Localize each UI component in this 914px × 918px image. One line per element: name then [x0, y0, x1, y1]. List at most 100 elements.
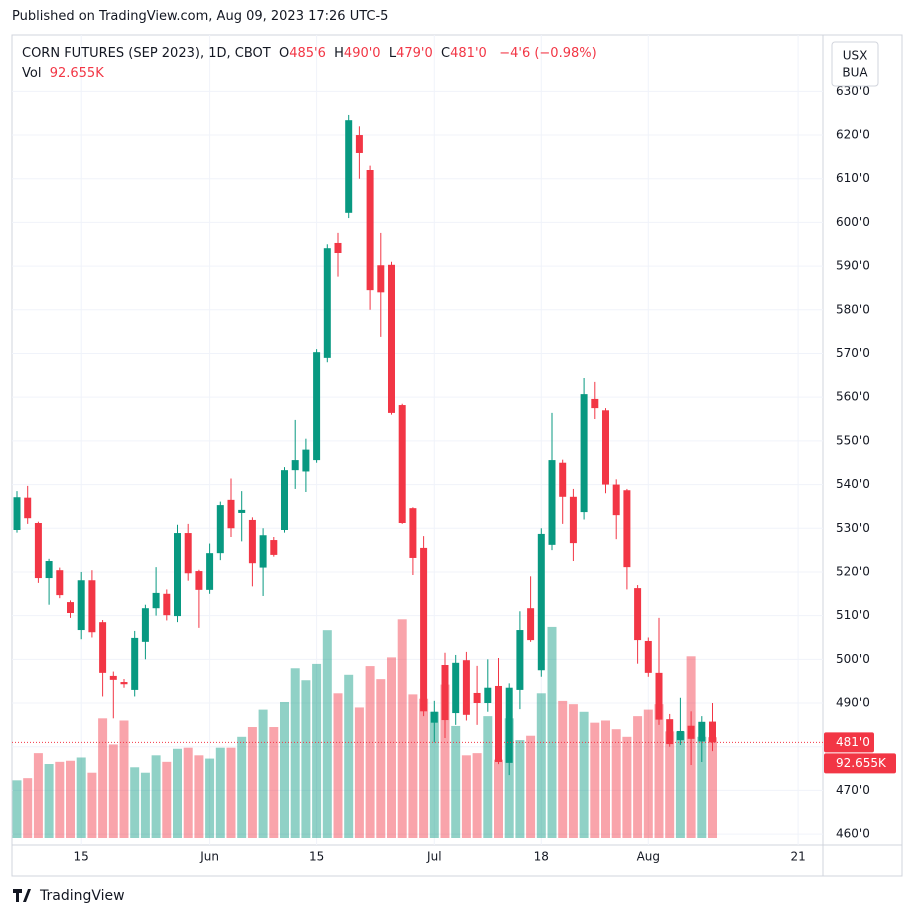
volume-bar: [494, 759, 503, 838]
candle-body: [473, 692, 481, 704]
volume-key: Vol: [22, 66, 42, 81]
candle-body: [163, 593, 171, 616]
y-tick-label: 460'0: [836, 827, 870, 841]
candle-body: [484, 687, 492, 704]
volume-legend: Vol 92.655K: [22, 66, 104, 81]
volume-bar: [708, 737, 717, 838]
volume-bar: [633, 716, 643, 838]
x-tick-label: 18: [534, 850, 549, 864]
candle-body: [34, 523, 42, 579]
volume-bar: [108, 744, 118, 838]
y-tick-label: 530'0: [836, 521, 870, 535]
volume-bar: [654, 704, 664, 838]
candle-body: [462, 660, 470, 715]
ohlc-key: C: [441, 46, 451, 61]
volume-bar: [376, 679, 386, 838]
y-tick-label: 600'0: [836, 215, 870, 229]
candle-body: [13, 497, 21, 530]
volume-bar: [472, 753, 482, 838]
volume-bar: [151, 755, 161, 838]
volume-bar: [12, 780, 22, 838]
volume-bar: [365, 666, 375, 838]
volume-bar: [98, 718, 108, 838]
candle-body: [569, 496, 577, 544]
volume-pane: [12, 619, 717, 838]
volume-bar: [461, 755, 471, 838]
volume-bar: [183, 747, 193, 838]
volume-bar: [226, 747, 236, 838]
volume-bar: [547, 626, 557, 838]
currency: USX: [843, 49, 868, 63]
volume-bar: [397, 619, 407, 838]
candle-body: [644, 640, 652, 673]
volume-bar: [643, 709, 653, 838]
last-price-label: 481'0: [836, 735, 870, 749]
candle-body: [505, 687, 513, 763]
y-tick-label: 560'0: [836, 390, 870, 404]
ohlc-value: 481'0: [450, 46, 487, 61]
candle-body: [366, 170, 374, 291]
candle-body: [698, 721, 706, 742]
currency-box[interactable]: [831, 41, 879, 87]
volume-bar: [290, 668, 300, 838]
ohlc-key: H: [334, 46, 344, 61]
candle-body: [377, 265, 385, 293]
volume-bar: [269, 727, 279, 838]
x-tick-label: Jun: [199, 850, 219, 864]
brand: TradingView: [39, 888, 125, 904]
candle-body: [238, 509, 246, 513]
candle-body: [56, 570, 64, 596]
volume-bar: [558, 700, 568, 838]
volume-bar: [162, 761, 172, 838]
x-tick-label: 15: [309, 850, 324, 864]
y-tick-label: 570'0: [836, 346, 870, 360]
ohlc-value: 479'0: [396, 46, 433, 61]
volume-bar: [697, 736, 707, 838]
volume-bar: [76, 757, 86, 838]
candle-body: [591, 398, 599, 409]
candle-body: [184, 533, 192, 574]
y-tick-label: 590'0: [836, 259, 870, 273]
volume-bar: [33, 753, 43, 838]
volume-bar: [205, 758, 215, 838]
volume-bar: [247, 727, 257, 838]
candle-body: [409, 508, 417, 558]
candle-body: [388, 264, 395, 413]
candle-body: [527, 608, 535, 641]
chart-frame: [11, 34, 903, 877]
volume-bar: [504, 718, 514, 838]
volume-bar: [579, 711, 589, 838]
candle-body: [227, 499, 235, 529]
volume-bar: [66, 760, 75, 838]
volume-bar: [140, 772, 150, 838]
candle-body: [281, 470, 288, 530]
published-line: Published on TradingView.com, Aug 09, 20…: [12, 9, 389, 24]
volume-bar: [601, 720, 610, 838]
last-volume-tag: [824, 753, 896, 774]
volume-bar: [536, 693, 546, 838]
x-tick-label: 15: [74, 850, 89, 864]
volume-bar: [301, 680, 311, 838]
ohlc-key: L: [388, 46, 397, 61]
brand-logo: [13, 889, 31, 902]
candle-body: [323, 248, 331, 358]
candle-body: [602, 410, 609, 485]
candle-body: [655, 672, 663, 720]
candle-body: [430, 711, 438, 723]
volume-bar: [173, 748, 182, 838]
volume-bar: [665, 731, 675, 838]
y-tick-label: 510'0: [836, 608, 870, 622]
candle-body: [495, 685, 502, 762]
y-tick-label: 620'0: [836, 128, 870, 142]
y-tick-label: 540'0: [836, 477, 870, 491]
candle-body: [398, 405, 406, 524]
y-tick-label: 630'0: [836, 84, 870, 98]
candle-body: [623, 490, 631, 568]
candle-body: [634, 588, 642, 641]
candle-body: [666, 719, 674, 745]
candle-body: [676, 730, 684, 741]
candle-body: [24, 497, 32, 519]
y-tick-label: 610'0: [836, 171, 870, 185]
candle-body: [109, 675, 117, 680]
